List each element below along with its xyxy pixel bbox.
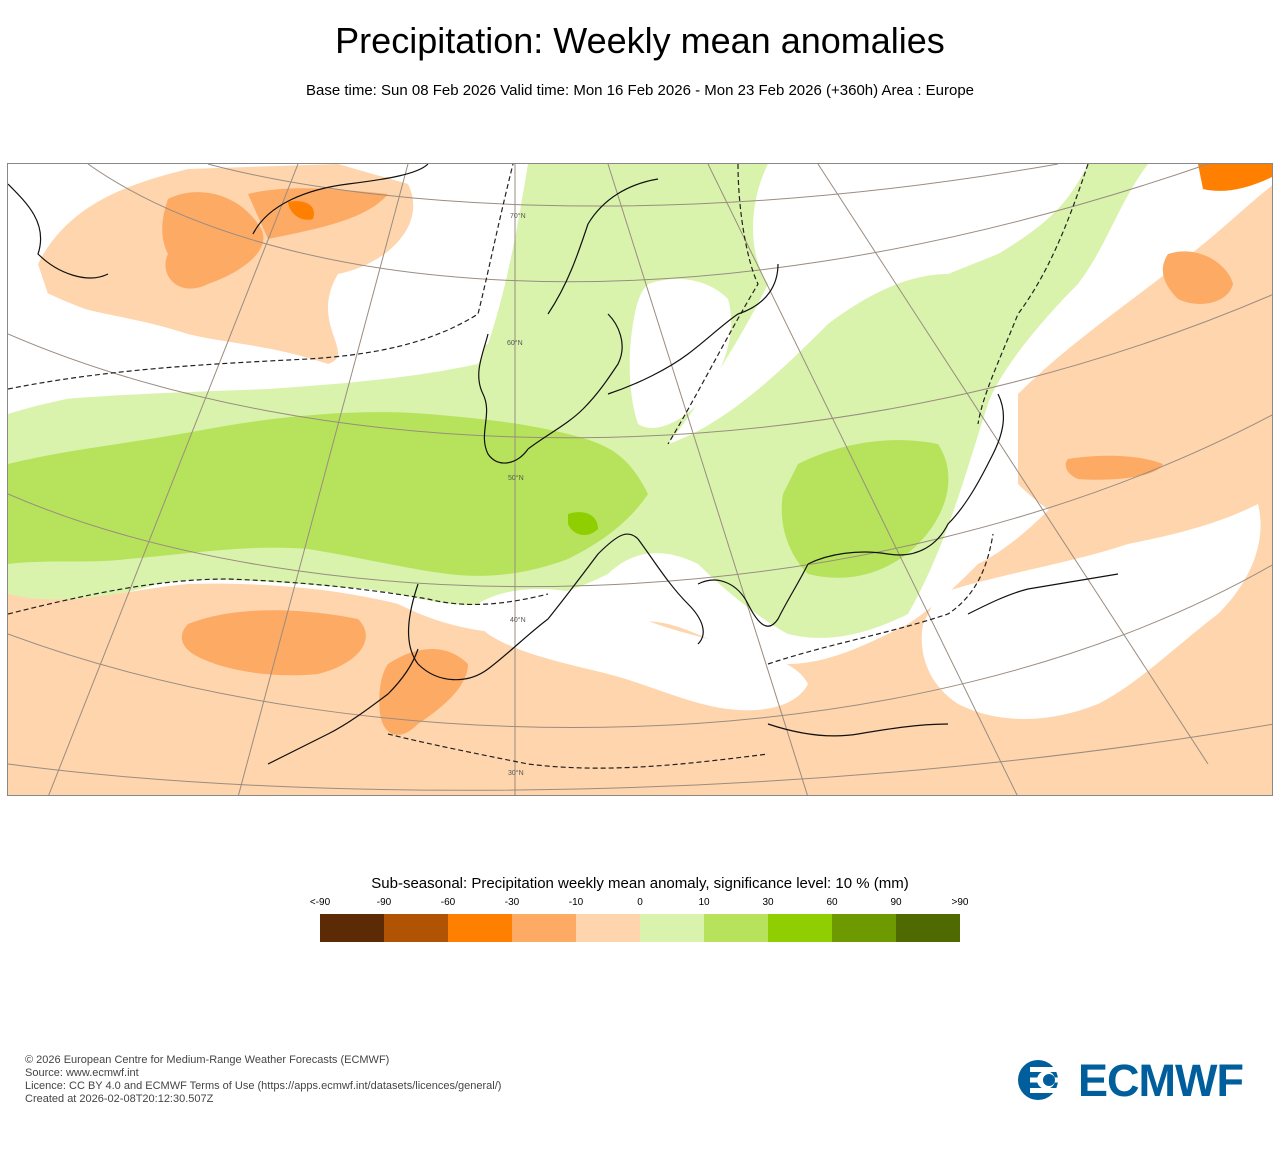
- anomaly-dry-morocco-moderate: [379, 649, 468, 735]
- licence-line[interactable]: Licence: CC BY 4.0 and ECMWF Terms of Us…: [25, 1080, 502, 1092]
- legend-tick: 10: [698, 897, 710, 908]
- nonsig-mediterranean: [475, 589, 808, 711]
- legend-colorbar: [320, 914, 960, 942]
- legend-tick: 60: [826, 897, 838, 908]
- lat-label-70: 70°N: [510, 212, 526, 220]
- legend-ticks: <-90 -90 -60 -30 -10 0 10 30 60 90 >90: [300, 897, 980, 911]
- legend-swatch: [512, 914, 576, 942]
- legend-swatch: [640, 914, 704, 942]
- legend-swatch: [704, 914, 768, 942]
- created-line: Created at 2026-02-08T20:12:30.507Z: [25, 1093, 214, 1105]
- nonsig-middle-east: [921, 504, 1261, 719]
- lat-label-40: 40°N: [510, 616, 526, 624]
- lat-label-50: 50°N: [508, 474, 524, 482]
- legend-title: Sub-seasonal: Precipitation weekly mean …: [371, 875, 909, 892]
- ecmwf-logo[interactable]: ECMWF: [1016, 1055, 1261, 1106]
- legend-tick: <-90: [309, 897, 331, 908]
- legend-swatch: [896, 914, 960, 942]
- anomaly-dry-greenland-strong: [288, 201, 314, 220]
- legend-swatch: [320, 914, 384, 942]
- copyright-line: © 2026 European Centre for Medium-Range …: [25, 1054, 390, 1066]
- legend-tick: -30: [504, 897, 520, 908]
- legend-tick: -60: [440, 897, 456, 908]
- legend-tick: 90: [890, 897, 902, 908]
- legend-swatch: [576, 914, 640, 942]
- anomaly-dry-russia-moderate: [1162, 251, 1233, 304]
- coastlines: [8, 164, 1119, 765]
- legend-tick: -10: [568, 897, 584, 908]
- significance-contours: [8, 164, 1089, 769]
- lat-label-30: 30°N: [508, 769, 524, 777]
- copyright-footer: © 2026 European Centre for Medium-Range …: [25, 1054, 501, 1106]
- legend-swatch: [768, 914, 832, 942]
- source-line[interactable]: Source: www.ecmwf.int: [25, 1067, 139, 1079]
- legend-swatch: [384, 914, 448, 942]
- anomaly-dry-arctic-strong: [1198, 164, 1272, 191]
- anomaly-wet-alps-strong: [568, 512, 598, 536]
- nonsig-baltic: [629, 279, 732, 428]
- graticule: [8, 164, 1272, 795]
- ecmwf-logo-text: ECMWF: [1078, 1055, 1244, 1106]
- anomaly-map[interactable]: 70°N 60°N 50°N 40°N 30°N: [7, 163, 1273, 796]
- anomaly-dry-east-moderate: [1065, 455, 1163, 480]
- chart-subtitle: Base time: Sun 08 Feb 2026 Valid time: M…: [305, 82, 975, 99]
- legend-tick: -90: [376, 897, 392, 908]
- anomaly-wet-balkans-moderate: [781, 440, 949, 578]
- legend-tick: >90: [951, 897, 969, 908]
- ecmwf-logo-mark: [1018, 1060, 1076, 1100]
- anomaly-dry-north-atlantic-2: [162, 192, 264, 289]
- page-title: Precipitation: Weekly mean anomalies: [335, 20, 945, 61]
- lat-label-60: 60°N: [507, 339, 523, 347]
- legend-swatch: [832, 914, 896, 942]
- legend-tick: 30: [762, 897, 774, 908]
- legend-tick: 0: [637, 897, 643, 908]
- legend-swatch: [448, 914, 512, 942]
- anomaly-dry-atlantic-moderate: [181, 610, 366, 676]
